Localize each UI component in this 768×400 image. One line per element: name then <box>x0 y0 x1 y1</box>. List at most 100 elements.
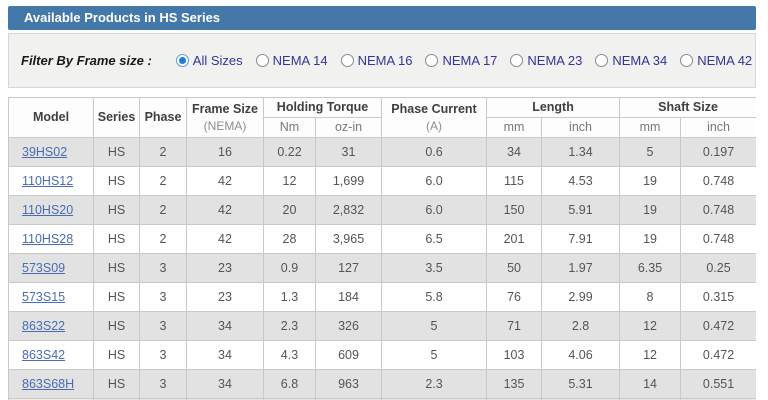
cell-empty <box>314 398 383 400</box>
cell-frame-size: 42 <box>186 224 264 254</box>
cell-frame-size: 23 <box>186 253 264 283</box>
cell-phase-current: 3.5 <box>381 253 488 283</box>
cell-phase: 2 <box>139 224 187 254</box>
cell-nm: 0.9 <box>263 253 316 283</box>
cell-shaft-inch: 0.25 <box>680 253 756 283</box>
cell-series: HS <box>93 311 140 341</box>
cell-length-mm: 115 <box>486 166 543 196</box>
cell-phase-current: 5 <box>381 311 488 341</box>
cell-model: 110HS12 <box>8 166 94 196</box>
cell-length-inch: 4.06 <box>541 340 621 370</box>
cell-shaft-inch: 0.315 <box>680 282 756 312</box>
table-header: Model Series Phase Frame Size (NEMA) Hol… <box>8 97 756 138</box>
cell-model: 110HS28 <box>8 224 94 254</box>
filter-radio-nema-17[interactable]: NEMA 17 <box>425 53 497 68</box>
cell-length-inch: 2.8 <box>541 311 621 341</box>
cell-oz-in: 31 <box>314 137 383 167</box>
radio-icon[interactable] <box>510 54 524 67</box>
col-header-phase: Phase <box>139 97 187 138</box>
filter-radio-nema-42[interactable]: NEMA 42 <box>680 53 752 68</box>
cell-series: HS <box>93 137 140 167</box>
table-body: 39HS02 HS 2 16 0.22 31 0.6 34 1.34 5 0.197 110HS12 H… <box>8 137 756 400</box>
cell-oz-in: 3,965 <box>314 224 383 254</box>
cell-phase: 3 <box>139 311 187 341</box>
cell-phase: 2 <box>139 137 187 167</box>
cell-series: HS <box>93 369 140 399</box>
table-row: 39HS02 HS 2 16 0.22 31 0.6 34 1.34 5 0.197 <box>8 137 756 167</box>
radio-icon[interactable] <box>255 54 269 67</box>
cell-length-mm: 76 <box>486 282 543 312</box>
cell-phase-current: 6.5 <box>381 224 488 254</box>
model-link[interactable]: 573S09 <box>22 261 66 275</box>
cell-phase: 3 <box>139 369 187 399</box>
radio-icon[interactable] <box>425 54 439 67</box>
filter-radio-nema-14[interactable]: NEMA 14 <box>255 53 328 68</box>
cell-length-inch: 7.91 <box>541 224 621 254</box>
cell-oz-in: 2,832 <box>314 195 383 225</box>
col-header-shaft-inch: inch <box>680 117 756 138</box>
cell-model: 573S09 <box>8 253 94 283</box>
cell-model: 863S22 <box>8 311 94 341</box>
col-header-length-inch: inch <box>541 117 621 138</box>
phase-current-unit: (A) <box>426 118 443 133</box>
filter-label: Filter By Frame size : <box>21 53 152 68</box>
filter-radio-label: NEMA 42 <box>697 53 753 68</box>
cell-shaft-inch: 0.748 <box>680 195 756 225</box>
filter-radio-nema-16[interactable]: NEMA 16 <box>340 53 413 68</box>
table-row: 863S42 HS 3 34 4.3 609 5 103 4.06 12 0.472 <box>8 340 756 370</box>
radio-selected-icon[interactable] <box>175 54 189 67</box>
filter-radio-nema-23[interactable]: NEMA 23 <box>510 53 582 68</box>
radio-icon[interactable] <box>680 54 694 67</box>
model-link[interactable]: 573S15 <box>22 290 66 304</box>
cell-phase: 2 <box>139 195 187 225</box>
radio-icon[interactable] <box>340 54 354 67</box>
cell-shaft-mm: 5 <box>619 137 682 167</box>
cell-series: HS <box>93 166 140 196</box>
filter-radio-label: NEMA 17 <box>442 53 498 68</box>
model-link[interactable]: 110HS28 <box>22 232 74 246</box>
col-group-length: Length <box>486 97 621 118</box>
cell-series: HS <box>93 224 140 254</box>
cell-shaft-mm: 19 <box>619 224 682 254</box>
model-link[interactable]: 863S42 <box>22 348 66 362</box>
cell-oz-in: 326 <box>314 311 383 341</box>
model-link[interactable]: 863S22 <box>22 319 66 333</box>
col-header-model: Model <box>8 97 94 138</box>
products-table: Model Series Phase Frame Size (NEMA) Hol… <box>8 97 756 400</box>
frame-size-label: Frame Size <box>191 101 258 116</box>
col-group-holding-torque: Holding Torque <box>262 97 383 118</box>
filter-options: All Sizes NEMA 14 NEMA 16 NEMA 17 NEMA 23 NEM… <box>175 53 765 68</box>
table-row: 110HS28 HS 2 42 28 3,965 6.5 201 7.91 19 0.748 <box>8 224 756 254</box>
filter-radio-label: NEMA 34 <box>612 53 668 68</box>
cell-shaft-mm: 12 <box>619 340 682 370</box>
cell-length-inch: 5.31 <box>541 369 621 399</box>
cell-shaft-mm: 8 <box>619 282 682 312</box>
col-header-length-mm: mm <box>486 117 543 138</box>
filter-radio-label: NEMA 16 <box>357 53 413 68</box>
cell-oz-in: 609 <box>314 340 383 370</box>
model-link[interactable]: 863S68H <box>22 377 75 391</box>
radio-icon[interactable] <box>595 54 609 67</box>
cell-model: 863S42 <box>8 340 94 370</box>
cell-phase: 2 <box>139 166 187 196</box>
cell-frame-size: 42 <box>186 195 264 225</box>
cell-shaft-inch: 0.472 <box>680 340 756 370</box>
model-link[interactable]: 110HS20 <box>22 203 74 217</box>
filter-radio-nema-34[interactable]: NEMA 34 <box>595 53 667 68</box>
cell-shaft-mm: 19 <box>619 166 682 196</box>
cell-empty <box>541 398 621 400</box>
filter-radio-all-sizes[interactable]: All Sizes <box>175 53 243 68</box>
cell-series: HS <box>93 282 140 312</box>
frame-size-unit: (NEMA) <box>203 118 247 133</box>
cell-nm: 0.22 <box>263 137 316 167</box>
cell-model: 863S68H <box>8 369 94 399</box>
cell-shaft-mm: 12 <box>619 311 682 341</box>
cell-model: 39HS02 <box>8 137 94 167</box>
cell-frame-size: 34 <box>186 311 264 341</box>
cell-nm: 2.3 <box>263 311 316 341</box>
model-link[interactable]: 39HS02 <box>22 145 68 159</box>
table-row: 110HS20 HS 2 42 20 2,832 6.0 150 5.91 19 0.748 <box>8 195 756 225</box>
model-link[interactable]: 110HS12 <box>22 174 74 188</box>
cell-series: HS <box>93 195 140 225</box>
filter-bar: Filter By Frame size : All Sizes NEMA 14 N… <box>8 33 756 88</box>
